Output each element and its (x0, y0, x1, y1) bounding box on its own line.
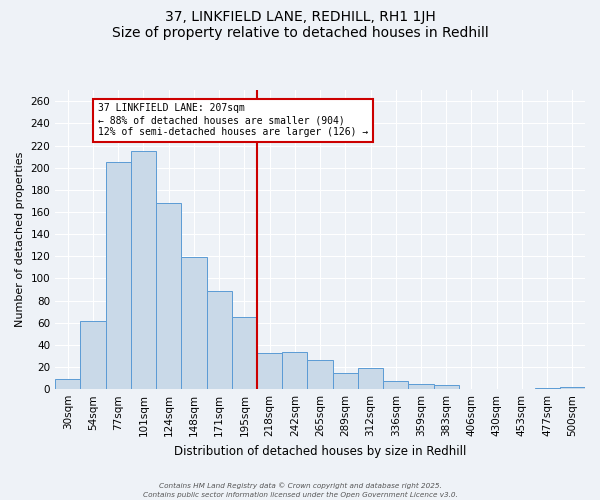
Bar (282, 352, 307, 389)
Bar (106, 162, 131, 389)
Bar (80, 320, 106, 389)
Bar (232, 317, 257, 389)
Bar (358, 368, 383, 389)
X-axis label: Distribution of detached houses by size in Redhill: Distribution of detached houses by size … (174, 444, 466, 458)
Bar (131, 151, 156, 389)
Bar (181, 258, 206, 389)
Bar (332, 372, 358, 389)
Text: 37 LINKFIELD LANE: 207sqm
← 88% of detached houses are smaller (904)
12% of semi: 37 LINKFIELD LANE: 207sqm ← 88% of detac… (98, 104, 368, 136)
Bar (409, 384, 434, 389)
Bar (560, 387, 585, 389)
Bar (257, 352, 282, 389)
Bar (434, 385, 459, 389)
Text: 37, LINKFIELD LANE, REDHILL, RH1 1JH
Size of property relative to detached house: 37, LINKFIELD LANE, REDHILL, RH1 1JH Siz… (112, 10, 488, 40)
Bar (206, 290, 232, 389)
Bar (156, 203, 181, 389)
Bar (383, 382, 409, 389)
Y-axis label: Number of detached properties: Number of detached properties (15, 152, 25, 328)
Text: Contains HM Land Registry data © Crown copyright and database right 2025.
Contai: Contains HM Land Registry data © Crown c… (143, 482, 457, 498)
Bar (55, 379, 80, 389)
Bar (535, 388, 560, 389)
Bar (307, 360, 332, 389)
